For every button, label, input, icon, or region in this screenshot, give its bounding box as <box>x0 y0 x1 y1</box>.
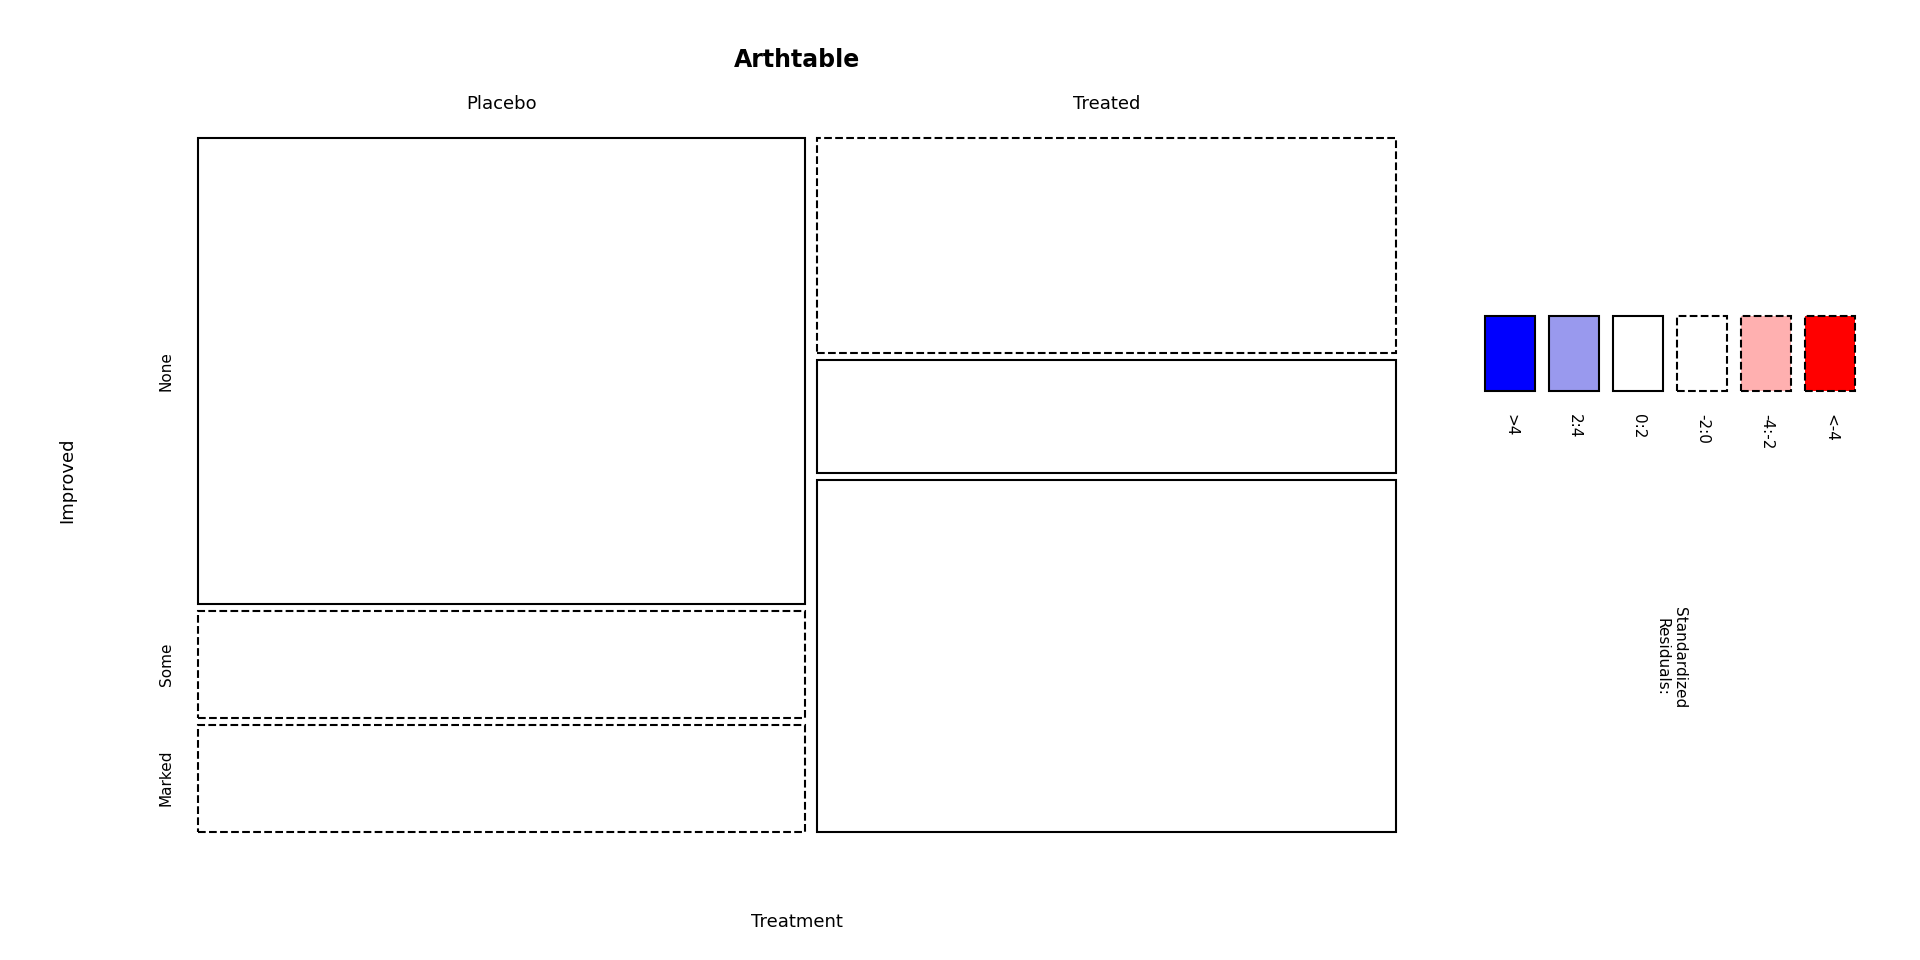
Bar <box>1741 316 1791 391</box>
Bar <box>818 360 1396 472</box>
Text: Treatment: Treatment <box>751 913 843 930</box>
Bar <box>1549 316 1599 391</box>
Text: 0:2: 0:2 <box>1630 414 1645 438</box>
Text: -4:-2: -4:-2 <box>1759 414 1774 449</box>
Bar <box>198 725 804 831</box>
Text: >4: >4 <box>1503 414 1519 436</box>
Text: None: None <box>159 350 175 391</box>
Text: <-4: <-4 <box>1822 414 1837 442</box>
Text: Placebo: Placebo <box>467 95 538 113</box>
Bar <box>818 480 1396 831</box>
Bar <box>1678 316 1728 391</box>
Bar <box>198 138 804 604</box>
Text: 2:4: 2:4 <box>1567 414 1582 438</box>
Bar <box>1613 316 1663 391</box>
Text: Arthtable: Arthtable <box>733 48 860 72</box>
Bar <box>198 611 804 718</box>
Text: Treated: Treated <box>1073 95 1140 113</box>
Bar <box>818 138 1396 353</box>
Text: Improved: Improved <box>58 437 77 523</box>
Text: Some: Some <box>159 642 175 685</box>
Bar <box>1805 316 1855 391</box>
Bar <box>1486 316 1536 391</box>
Text: -2:0: -2:0 <box>1695 414 1711 444</box>
Text: Standardized
Residuals:: Standardized Residuals: <box>1655 607 1686 708</box>
Text: Marked: Marked <box>159 750 175 806</box>
